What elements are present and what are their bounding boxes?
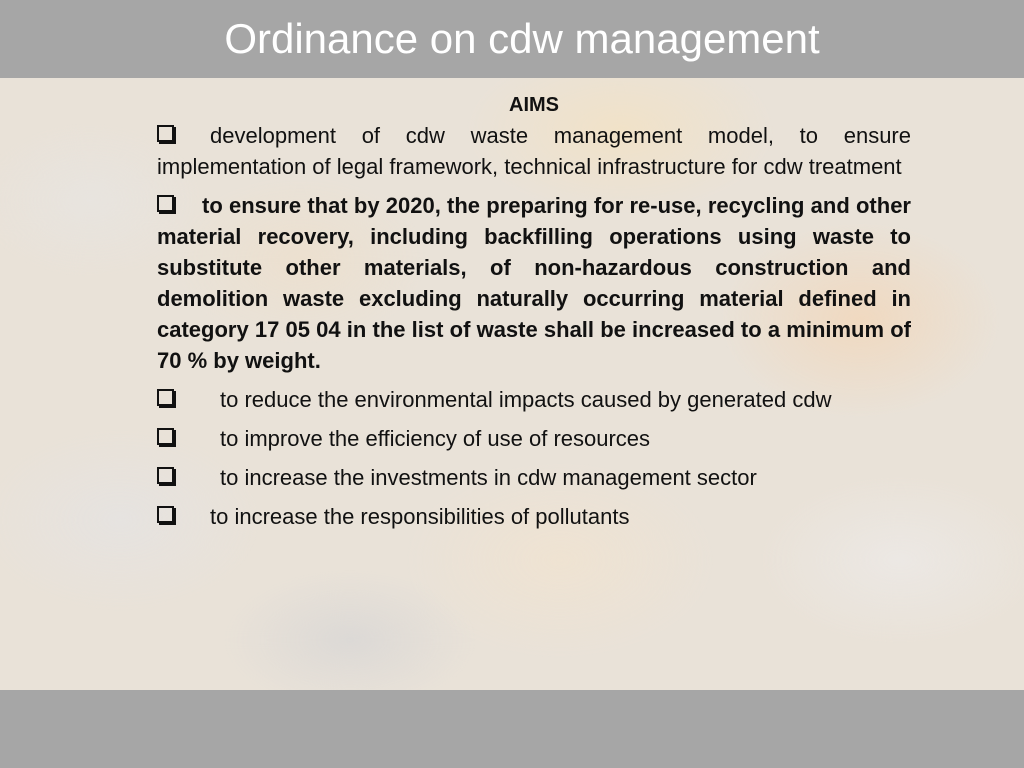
bullet-item: development of cdw waste management mode… xyxy=(157,120,911,182)
checkbox-square-icon xyxy=(157,428,174,445)
slide-content: AIMS development of cdw waste management… xyxy=(157,90,911,540)
bullet-text: to increase the investments in cdw manag… xyxy=(220,465,757,490)
bullet-text: to reduce the environmental impacts caus… xyxy=(220,387,832,412)
checkbox-square-icon xyxy=(157,506,174,523)
section-heading: AIMS xyxy=(509,94,559,116)
bullet-text: to ensure that by 2020, the preparing fo… xyxy=(157,193,911,373)
bullet-item: to ensure that by 2020, the preparing fo… xyxy=(157,190,911,376)
bullet-text: to improve the efficiency of use of reso… xyxy=(220,426,651,451)
bullet-item: to increase the responsibilities of poll… xyxy=(157,501,911,532)
checkbox-square-icon xyxy=(157,389,174,406)
checkbox-square-icon xyxy=(157,125,174,142)
bullet-item: to increase the investments in cdw manag… xyxy=(157,462,911,493)
bullet-text: to increase the responsibilities of poll… xyxy=(210,504,630,529)
title-bar: Ordinance on cdw management xyxy=(0,0,1024,78)
bullet-item: to improve the efficiency of use of reso… xyxy=(157,423,911,454)
checkbox-square-icon xyxy=(157,467,174,484)
bullet-text: development of cdw waste management mode… xyxy=(157,123,911,179)
slide-title: Ordinance on cdw management xyxy=(224,15,820,62)
footer-bar xyxy=(0,690,1024,768)
bullet-item: to reduce the environmental impacts caus… xyxy=(157,384,911,415)
checkbox-square-icon xyxy=(157,195,174,212)
